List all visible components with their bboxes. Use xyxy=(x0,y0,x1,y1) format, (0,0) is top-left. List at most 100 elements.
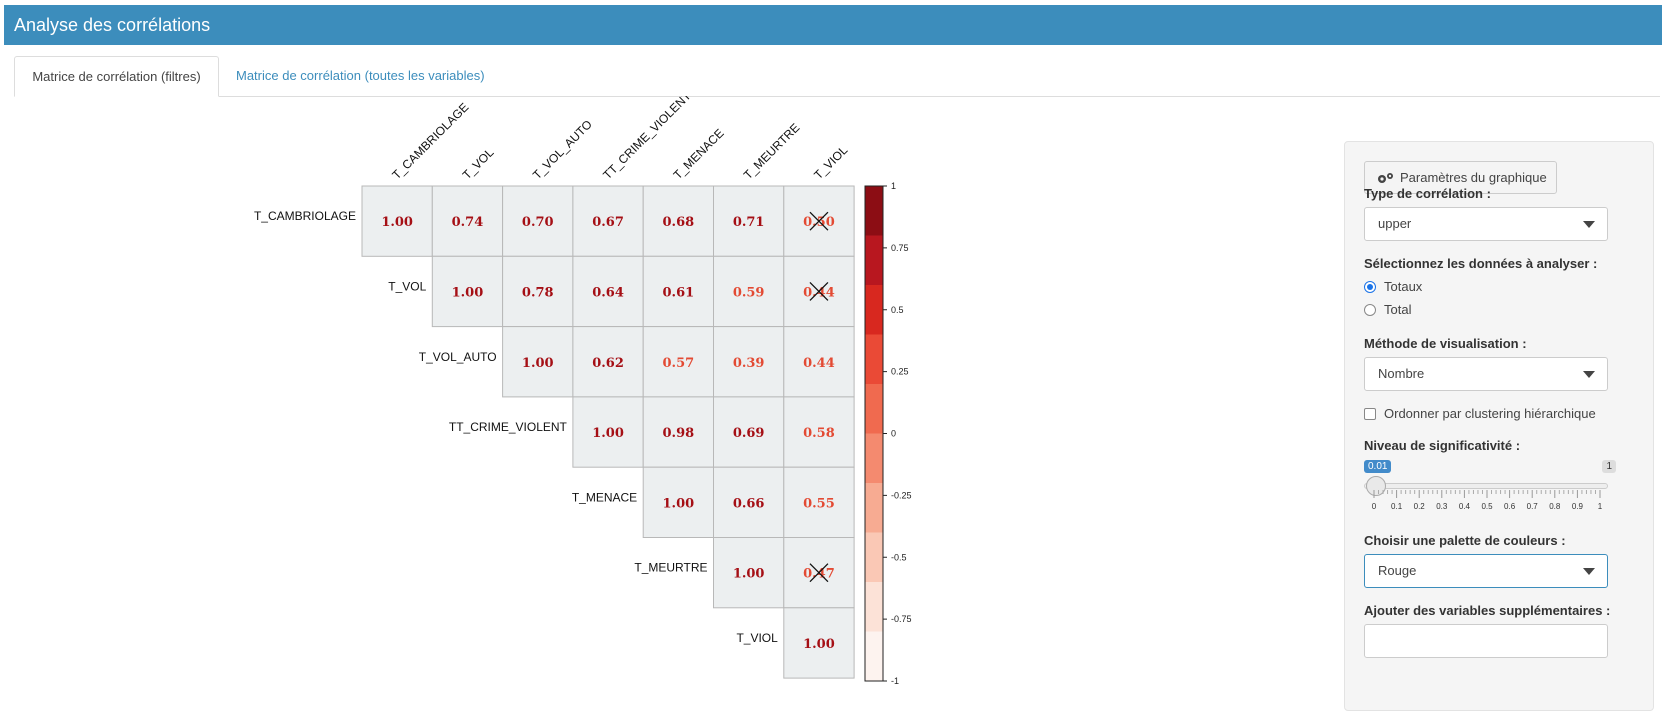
correlation-value: 0.78 xyxy=(522,285,554,300)
colorbar-label: 1 xyxy=(891,181,896,191)
matrix-cell xyxy=(572,396,644,468)
tabs-divider xyxy=(14,96,1660,97)
slider-tick-label: 0.7 xyxy=(1527,502,1539,511)
gears-icon xyxy=(1378,172,1393,183)
correlation-value: 0.47 xyxy=(803,567,835,582)
matrix-cell xyxy=(642,326,715,398)
significance-slider-track[interactable] xyxy=(1364,483,1608,489)
matrix-cell xyxy=(713,326,785,398)
correlation-value: 1.00 xyxy=(803,637,835,652)
settings-panel: Paramètres du graphique Type de corrélat… xyxy=(1344,141,1654,711)
column-label: T_CAMBRIOLAGE xyxy=(389,100,471,182)
visualization-method-value: Nombre xyxy=(1378,366,1425,381)
radio-totaux[interactable]: Totaux xyxy=(1364,279,1422,294)
colorbar-label: 0.5 xyxy=(891,305,904,315)
radio-total-label: Total xyxy=(1384,302,1412,317)
slider-tick-label: 0.1 xyxy=(1391,502,1403,511)
correlation-value: 1.00 xyxy=(663,496,695,511)
radio-total-button[interactable] xyxy=(1364,303,1376,316)
correlation-value: 0.68 xyxy=(663,215,695,230)
matrix-cell xyxy=(642,255,715,328)
colorbar-label: 0.75 xyxy=(891,243,909,253)
matrix-cell xyxy=(713,466,785,539)
matrix-cell xyxy=(713,255,785,328)
not-significant-cross-icon xyxy=(809,563,829,583)
slider-max-badge: 1 xyxy=(1602,460,1616,473)
correlation-value: 1.00 xyxy=(452,285,484,300)
significance-slider-handle[interactable] xyxy=(1366,476,1387,496)
colorbar-segment xyxy=(865,433,883,484)
matrix-cell xyxy=(783,396,855,468)
colorbar-label: -0.5 xyxy=(891,552,907,562)
cluster-checkbox[interactable] xyxy=(1364,407,1376,420)
matrix-cell xyxy=(713,396,785,468)
correlation-value: 0.44 xyxy=(803,356,835,371)
slider-tick-label: 0.8 xyxy=(1549,502,1561,511)
slider-tick-label: 0.3 xyxy=(1436,502,1448,511)
matrix-cell xyxy=(783,326,855,398)
colorbar-segment xyxy=(865,384,883,434)
chevron-down-icon xyxy=(1583,221,1595,228)
correlation-value: 0.62 xyxy=(592,356,624,371)
correlation-value: 0.39 xyxy=(733,356,765,371)
correlation-value: 0.69 xyxy=(733,426,765,441)
correlation-value: 1.00 xyxy=(381,215,413,230)
tab-all-variables-matrix[interactable]: Matrice de corrélation (toutes les varia… xyxy=(236,68,485,83)
row-label: T_CAMBRIOLAGE xyxy=(254,209,356,223)
box-title: Analyse des corrélations xyxy=(14,15,211,35)
visualization-method-select[interactable]: Nombre xyxy=(1364,357,1608,391)
visualization-method-label: Méthode de visualisation : xyxy=(1364,336,1527,351)
palette-label: Choisir une palette de couleurs : xyxy=(1364,533,1566,548)
correlation-value: 0.50 xyxy=(803,215,835,230)
slider-tick-label: 0.2 xyxy=(1414,502,1426,511)
colorbar-label: 0 xyxy=(891,429,896,439)
row-label: T_VOL_AUTO xyxy=(419,350,497,364)
radio-totaux-button[interactable] xyxy=(1364,280,1376,293)
not-significant-cross-icon xyxy=(809,281,829,301)
slider-tick-label: 0.9 xyxy=(1572,502,1584,511)
colorbar-label: -0.75 xyxy=(891,614,912,624)
graph-params-label: Paramètres du graphique xyxy=(1400,170,1547,185)
correlation-value: 0.58 xyxy=(803,426,835,441)
box-header: Analyse des corrélations xyxy=(4,5,1662,45)
colorbar-label: -1 xyxy=(891,676,899,686)
tab-filtered-matrix[interactable]: Matrice de corrélation (filtres) xyxy=(14,56,219,97)
correlation-value: 0.71 xyxy=(733,215,765,230)
correlation-value: 0.55 xyxy=(803,496,835,511)
column-label: T_MEURTRE xyxy=(741,121,803,183)
palette-select[interactable]: Rouge xyxy=(1364,554,1608,588)
correlation-type-select[interactable]: upper xyxy=(1364,207,1608,241)
matrix-cell xyxy=(431,255,504,328)
palette-value: Rouge xyxy=(1378,563,1417,578)
extra-variables-label: Ajouter des variables supplémentaires : xyxy=(1364,603,1611,618)
chevron-down-icon xyxy=(1583,371,1595,378)
chevron-down-icon xyxy=(1583,568,1595,575)
colorbar-label: -0.25 xyxy=(891,490,912,500)
radio-total[interactable]: Total xyxy=(1364,302,1411,317)
slider-ticks: 0 0.1 0.2 0.3 0.4 0.5 0.6 0.7 0.8 0.9 1 xyxy=(1372,490,1603,511)
matrix-cell xyxy=(572,326,644,398)
correlation-value: 0.61 xyxy=(663,285,695,300)
colorbar-segment xyxy=(865,334,883,385)
colorbar-segment xyxy=(865,186,883,236)
matrix-cell xyxy=(642,396,715,468)
row-label: T_MEURTRE xyxy=(634,561,707,575)
correlation-value: 0.64 xyxy=(592,285,624,300)
correlation-value: 0.70 xyxy=(522,215,554,230)
correlation-value: 0.44 xyxy=(803,285,835,300)
colorbar-segment xyxy=(865,483,883,533)
matrix-cell xyxy=(431,185,504,257)
slider-tick-label: 1 xyxy=(1598,502,1603,511)
extra-variables-input[interactable] xyxy=(1364,624,1608,658)
slider-tick-label: 0.4 xyxy=(1459,502,1471,511)
cluster-checkbox-label: Ordonner par clustering hiérarchique xyxy=(1384,406,1596,421)
column-label: T_VOL xyxy=(460,145,497,182)
correlation-value: 0.57 xyxy=(663,356,695,371)
column-label: T_MENACE xyxy=(671,126,727,182)
correlation-value: 1.00 xyxy=(522,356,554,371)
correlation-value: 0.67 xyxy=(592,215,624,230)
correlation-value: 1.00 xyxy=(592,426,624,441)
matrix-cell xyxy=(713,537,785,609)
cluster-checkbox-row[interactable]: Ordonner par clustering hiérarchique xyxy=(1364,406,1596,421)
graph-params-button[interactable]: Paramètres du graphique xyxy=(1364,161,1557,194)
